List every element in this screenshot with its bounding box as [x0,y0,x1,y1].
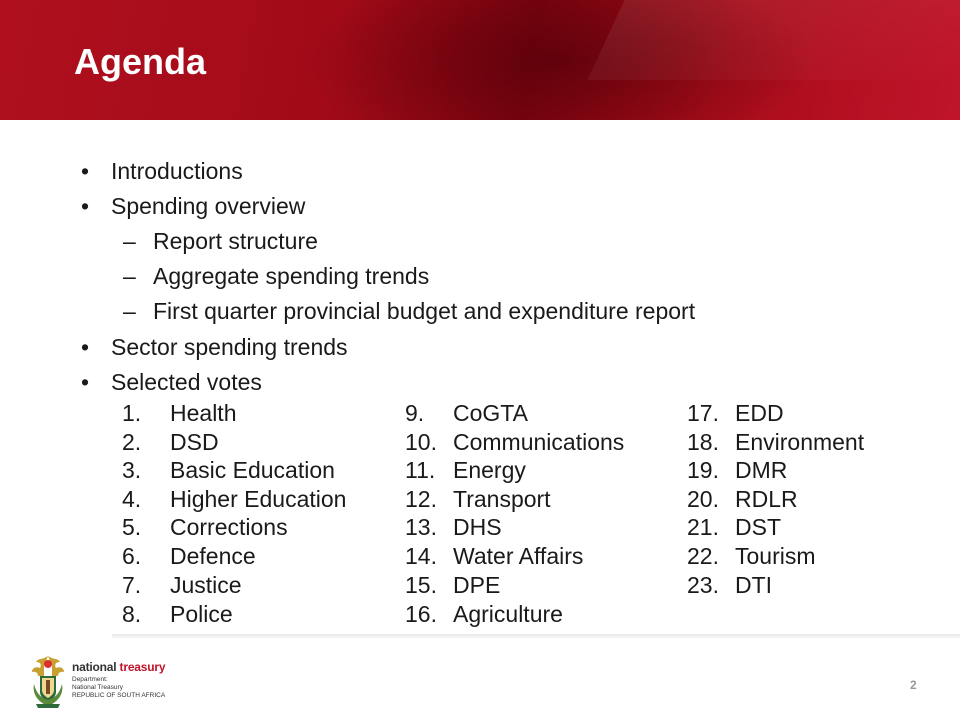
vote-number: 2. [122,429,142,455]
logo-wordmark-part2: treasury [119,660,166,674]
agenda-item-text: Selected votes [111,369,262,395]
vote-number: 19. [687,457,719,483]
bullet-icon: • [81,193,90,219]
vote-name: Health [170,400,237,426]
vote-number: 11. [405,457,436,483]
vote-name: DHS [453,514,502,540]
agenda-item: • Selected votes [81,368,262,396]
logo-line-1: Department: [72,676,108,683]
vote-name: Police [170,601,233,627]
agenda-subitem: – Report structure [123,227,318,255]
vote-name: Transport [453,486,551,512]
vote-name: CoGTA [453,400,528,426]
vote-name: Corrections [170,514,288,540]
agenda-subitem-text: First quarter provincial budget and expe… [153,298,696,324]
vote-name: Agriculture [453,601,563,627]
bullet-icon: • [81,158,90,184]
vote-name: Justice [170,572,242,598]
vote-name: DST [735,514,781,540]
vote-name: Basic Education [170,457,335,483]
vote-number: 17. [687,400,719,426]
vote-name: DMR [735,457,788,483]
vote-name: Communications [453,429,625,455]
agenda-item-text: Spending overview [111,193,306,219]
bullet-icon: • [81,334,90,360]
agenda-item: • Spending overview [81,192,306,220]
agenda-subitem: – Aggregate spending trends [123,262,430,290]
vote-name: Energy [453,457,526,483]
logo-department-text: Department: National Treasury REPUBLIC O… [72,676,165,700]
vote-name: Environment [735,429,865,455]
vote-number: 5. [122,514,142,540]
logo-wordmark: national treasury [72,660,166,674]
dash-icon: – [123,263,136,289]
logo-line-3: REPUBLIC OF SOUTH AFRICA [72,692,166,699]
vote-number: 6. [122,543,142,569]
vote-number: 20. [687,486,719,512]
slide-title: Agenda [74,41,207,82]
coat-of-arms-icon [32,656,64,708]
vote-number: 21. [687,514,719,540]
vote-name: DPE [453,572,501,598]
vote-number: 13. [405,514,437,540]
title-banner: Agenda [0,0,960,120]
vote-number: 9. [405,400,425,426]
vote-number: 10. [405,429,437,455]
logo-wordmark-part1: national [72,660,120,674]
footer-divider [112,634,960,638]
agenda-subitem-text: Report structure [153,228,318,254]
vote-name: DSD [170,429,219,455]
agenda-subitem-text: Aggregate spending trends [153,263,430,289]
banner-highlight [587,0,960,80]
agenda-item: • Sector spending trends [81,333,348,361]
vote-number: 16. [405,601,437,627]
vote-number: 4. [122,486,142,512]
vote-number: 23. [687,572,719,598]
bullet-icon: • [81,369,90,395]
vote-name: Water Affairs [453,543,584,569]
vote-number: 7. [122,572,142,598]
vote-name: DTI [735,572,773,598]
vote-number: 12. [405,486,437,512]
agenda-subitem: – First quarter provincial budget and ex… [123,297,696,325]
dash-icon: – [123,228,136,254]
vote-number: 15. [405,572,437,598]
vote-number: 1. [122,400,142,426]
vote-number: 18. [687,429,719,455]
vote-number: 3. [122,457,142,483]
dash-icon: – [123,298,136,324]
vote-name: Tourism [735,543,816,569]
vote-number: 14. [405,543,437,569]
vote-name: EDD [735,400,784,426]
logo-line-2: National Treasury [72,684,123,691]
agenda-item-text: Introductions [111,158,243,184]
vote-name: Defence [170,543,256,569]
vote-name: RDLR [735,486,798,512]
vote-name: Higher Education [170,486,347,512]
banner-shading [300,0,820,120]
page-number: 2 [910,678,917,692]
vote-number: 22. [687,543,719,569]
vote-number: 8. [122,601,142,627]
agenda-item-text: Sector spending trends [111,334,348,360]
agenda-item: • Introductions [81,157,243,185]
